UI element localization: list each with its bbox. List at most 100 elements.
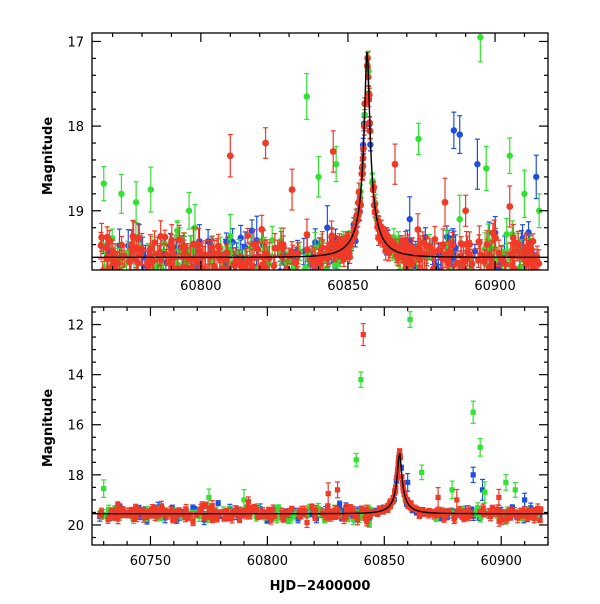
data-point (431, 236, 438, 243)
data-point (295, 250, 302, 257)
y-tick-label: 19 (67, 205, 84, 220)
x-tick-label: 60900 (474, 279, 515, 294)
data-point (466, 252, 473, 259)
data-point (286, 518, 291, 523)
data-point (474, 161, 480, 167)
data-point (415, 277, 422, 284)
data-point (286, 253, 293, 260)
data-point (207, 271, 214, 278)
data-point (530, 272, 537, 279)
x-tick-label: 60800 (180, 279, 221, 294)
data-point (266, 255, 273, 262)
data-point (128, 241, 135, 248)
data-point (407, 216, 413, 222)
data-point (537, 518, 542, 523)
data-point (333, 161, 339, 167)
data-point (415, 136, 421, 142)
data-point (156, 249, 163, 256)
data-point (251, 270, 258, 277)
data-point (227, 233, 233, 239)
data-point (407, 317, 412, 322)
data-point (133, 273, 140, 280)
data-point (483, 165, 489, 171)
data-point (135, 234, 142, 241)
data-point (459, 274, 466, 281)
data-point (194, 259, 201, 266)
data-point (292, 282, 298, 288)
data-point (201, 253, 208, 260)
data-point (471, 410, 476, 415)
data-point (304, 93, 310, 99)
data-point (98, 234, 105, 241)
data-point (466, 274, 472, 280)
data-point (148, 186, 154, 192)
data-point (262, 140, 269, 147)
data-point (383, 231, 390, 238)
data-point (216, 501, 221, 506)
data-point (419, 271, 426, 278)
data-point (513, 487, 518, 492)
data-point (451, 127, 457, 133)
data-point (450, 272, 456, 278)
data-point (354, 457, 359, 462)
data-point (118, 242, 125, 249)
data-point (423, 277, 429, 283)
data-point (144, 288, 151, 295)
data-point (462, 207, 469, 214)
data-point (442, 199, 449, 206)
data-point (487, 267, 494, 274)
data-point (116, 272, 123, 279)
data-point (455, 270, 462, 277)
data-point (147, 246, 154, 253)
x-tick-label: 60850 (327, 279, 368, 294)
data-point (445, 260, 452, 267)
data-point (128, 270, 135, 277)
data-point (523, 244, 530, 251)
data-point (311, 256, 318, 263)
data-point (516, 253, 523, 260)
data-point (149, 258, 156, 265)
data-point (186, 208, 192, 214)
data-point (358, 377, 363, 382)
data-point (280, 244, 287, 251)
data-point (511, 240, 518, 247)
data-point (520, 270, 526, 276)
y-tick-label: 18 (67, 120, 84, 135)
data-point (304, 520, 309, 525)
data-point (482, 490, 487, 495)
data-point (405, 480, 410, 485)
data-point (415, 245, 422, 252)
data-point (492, 235, 499, 242)
data-point (528, 270, 535, 277)
plot-area (92, 312, 548, 528)
data-point (233, 271, 240, 278)
data-point (118, 191, 124, 197)
data-point (435, 274, 441, 280)
data-point (477, 34, 483, 40)
data-point (483, 241, 490, 248)
top-panel: 60800 60850 60900 17 18 19 (67, 13, 548, 307)
data-point (224, 271, 230, 277)
data-point (133, 199, 139, 205)
y-tick-label: 17 (67, 35, 84, 50)
data-point (154, 264, 160, 270)
data-point (206, 495, 211, 500)
data-point (117, 279, 124, 286)
series-1 (98, 312, 540, 528)
data-point (101, 486, 106, 491)
data-point (511, 265, 518, 272)
data-point (255, 515, 260, 520)
data-point (157, 233, 164, 240)
data-point (277, 268, 283, 274)
data-point (304, 231, 311, 238)
data-point (151, 239, 158, 246)
data-point (101, 180, 107, 186)
data-point (393, 252, 400, 259)
data-point (140, 270, 146, 276)
data-point (522, 497, 527, 502)
data-point (404, 272, 411, 279)
data-point (506, 203, 513, 210)
data-point (330, 148, 337, 155)
